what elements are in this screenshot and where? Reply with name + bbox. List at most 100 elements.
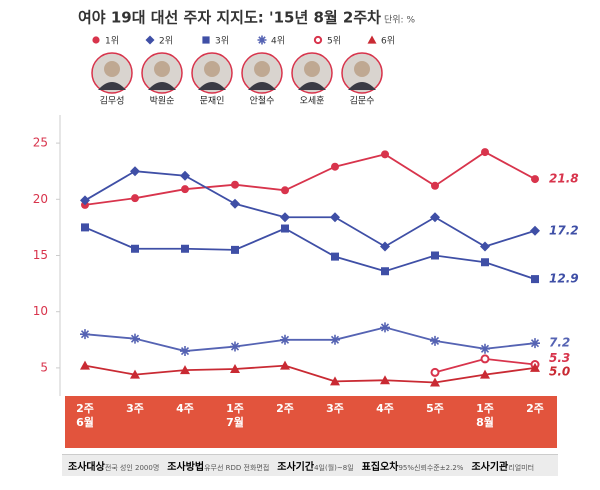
footer-text: 리얼미터 xyxy=(508,464,535,472)
x-axis-band xyxy=(65,396,557,448)
point xyxy=(330,376,340,386)
point xyxy=(530,225,540,236)
point xyxy=(80,360,90,370)
footer-text: 전국 성인 2000명 xyxy=(104,464,160,472)
point xyxy=(281,224,289,233)
x-tick-label: 2주 xyxy=(526,402,544,415)
point xyxy=(280,360,290,370)
value-label: 12.9 xyxy=(549,272,579,286)
y-tick-label: 10 xyxy=(33,304,48,318)
footer-text: 유무선 RDD 전화면접 xyxy=(204,464,270,472)
chart-title: 여야 19대 대선 주자 지지도: '15년 8월 2주차 xyxy=(78,9,381,27)
legend-label: 3위 xyxy=(215,36,229,47)
legend-item: 1위 xyxy=(92,36,119,47)
point xyxy=(131,244,139,253)
point xyxy=(313,35,323,45)
value-label: 5.0 xyxy=(549,364,570,378)
point xyxy=(480,369,490,379)
footer-item: 조사기간4일(월)~8일 xyxy=(277,458,353,473)
point xyxy=(180,170,190,181)
point xyxy=(330,334,340,345)
point xyxy=(330,212,340,223)
point xyxy=(280,334,290,345)
y-tick-label: 15 xyxy=(33,248,48,262)
point xyxy=(92,36,100,44)
series-line xyxy=(84,170,536,248)
point xyxy=(380,241,390,252)
legend-item: 2위 xyxy=(145,35,173,47)
footer-item: 조사방법유무선 RDD 전화면접 xyxy=(167,458,269,473)
legend-item: 3위 xyxy=(202,36,229,47)
point xyxy=(181,244,189,253)
point xyxy=(331,162,339,171)
point xyxy=(381,267,389,276)
footer-item: 조사기관리얼미터 xyxy=(471,458,534,473)
value-label: 21.8 xyxy=(549,172,579,186)
legend-label: 4위 xyxy=(271,36,285,47)
footer-label: 조사기간 xyxy=(277,462,315,473)
x-tick-label: 1주 8월 xyxy=(476,402,494,429)
point xyxy=(145,35,155,45)
candidate-name: 김무성 xyxy=(100,95,125,107)
point xyxy=(530,338,540,349)
footer-label: 조사대상 xyxy=(68,462,105,473)
x-tick-label: 2주 xyxy=(276,402,294,415)
point xyxy=(367,35,377,44)
legend-item: 5위 xyxy=(313,35,341,47)
portrait-face xyxy=(154,61,170,77)
footer-text: 95%신뢰수준±2.2% xyxy=(398,464,464,472)
point xyxy=(230,341,240,352)
point xyxy=(530,362,540,372)
x-tick-label: 3주 xyxy=(326,402,344,415)
portrait-face xyxy=(204,61,220,77)
x-tick-label: 4주 xyxy=(176,402,194,415)
point xyxy=(280,212,290,223)
series-line xyxy=(84,326,536,352)
point xyxy=(430,377,440,387)
portrait-body xyxy=(98,82,126,90)
point xyxy=(131,194,139,203)
y-tick-label: 20 xyxy=(33,192,48,206)
x-tick-label: 2주 6월 xyxy=(76,402,94,429)
series-line xyxy=(84,226,536,280)
point xyxy=(430,212,440,223)
y-tick-label: 25 xyxy=(33,136,48,150)
x-tick-label: 5주 xyxy=(426,402,444,415)
portrait-face xyxy=(354,61,370,77)
value-label: 5.3 xyxy=(549,351,570,365)
point xyxy=(231,245,239,254)
series-line xyxy=(84,151,536,206)
candidate-name: 박원순 xyxy=(150,96,175,107)
point xyxy=(380,375,390,385)
point xyxy=(231,180,239,189)
footer-label: 표집오차 xyxy=(361,462,399,473)
footer-item: 조사대상전국 성인 2000명 xyxy=(68,458,159,473)
series-line xyxy=(84,364,536,384)
portrait-body xyxy=(148,82,176,90)
point xyxy=(202,36,210,44)
point xyxy=(481,148,489,157)
point xyxy=(431,251,439,260)
point xyxy=(80,195,90,206)
point xyxy=(381,150,389,159)
footer-label: 조사기관 xyxy=(471,462,509,473)
point xyxy=(130,369,140,379)
point xyxy=(331,252,339,261)
portrait-face xyxy=(254,61,270,77)
value-label: 17.2 xyxy=(549,223,579,237)
legend-label: 6위 xyxy=(381,36,395,47)
value-label: 7.2 xyxy=(549,336,570,350)
point xyxy=(430,367,440,377)
point xyxy=(480,241,490,252)
portrait-face xyxy=(304,61,320,77)
candidate-name: 안철수 xyxy=(250,96,275,107)
point xyxy=(431,181,439,190)
point xyxy=(81,223,89,232)
legend-item: 6위 xyxy=(367,35,395,47)
point xyxy=(531,275,539,284)
footer-item: 표집오차95%신뢰수준±2.2% xyxy=(362,458,464,473)
legend-label: 2위 xyxy=(159,36,173,47)
legend-item: 4위 xyxy=(257,35,285,47)
candidate-name: 문재인 xyxy=(200,96,225,107)
